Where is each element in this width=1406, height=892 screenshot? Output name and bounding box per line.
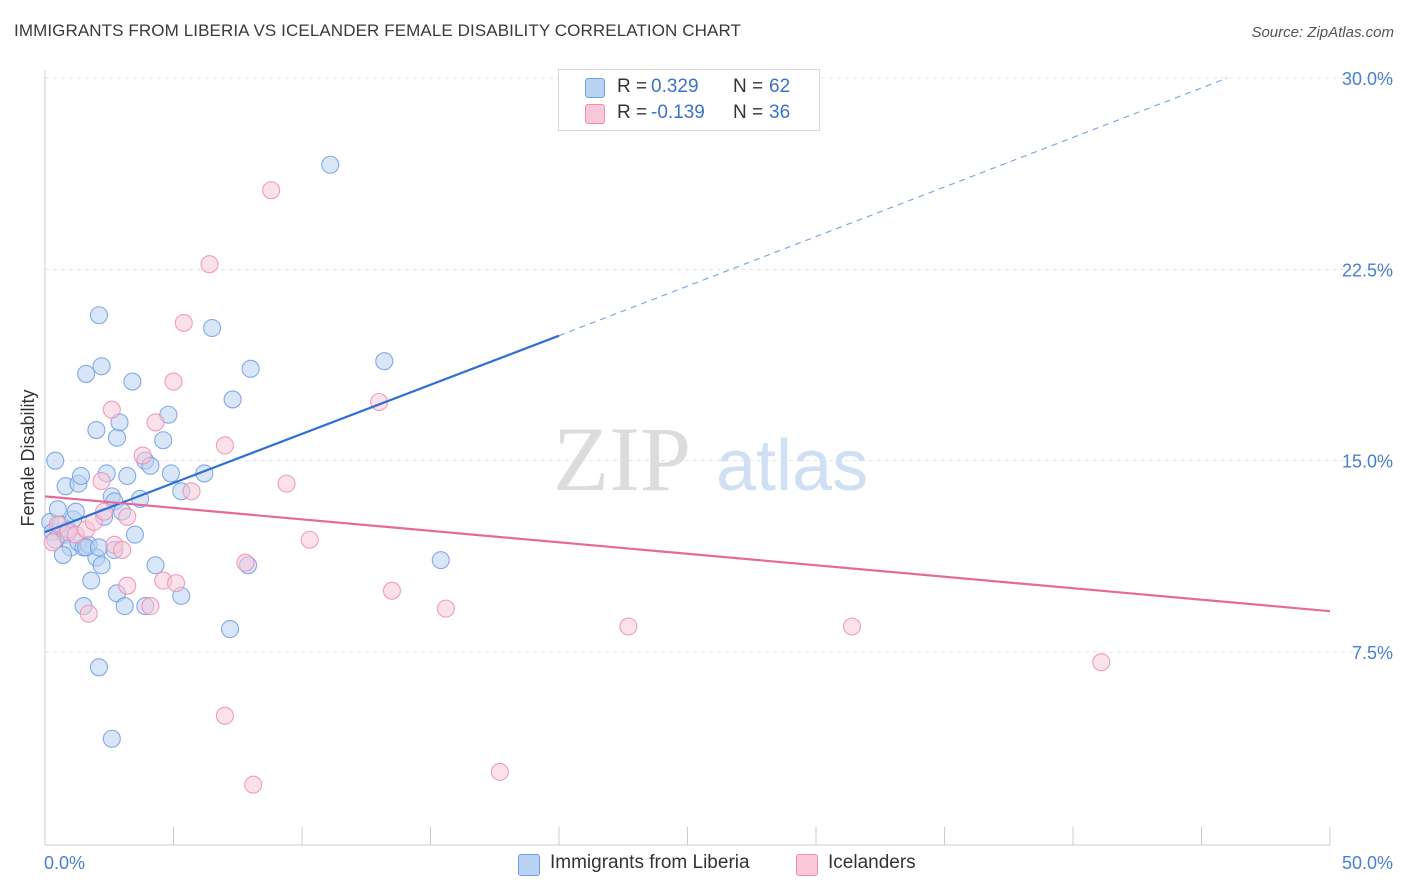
data-point bbox=[174, 313, 193, 332]
data-point bbox=[125, 525, 144, 544]
data-point bbox=[277, 474, 296, 493]
x-tick-label-max: 50.0% bbox=[1342, 853, 1393, 873]
data-point bbox=[43, 533, 62, 552]
watermark: ZIP atlas bbox=[553, 408, 868, 510]
data-point bbox=[236, 553, 255, 572]
data-point bbox=[382, 581, 402, 600]
bottom-legend-label-icelanders: Icelanders bbox=[828, 852, 916, 873]
data-point bbox=[241, 359, 260, 378]
legend-swatch-liberia bbox=[585, 78, 605, 98]
data-point bbox=[154, 431, 173, 450]
data-point bbox=[46, 451, 65, 470]
trend-line-liberia-extension bbox=[558, 77, 1228, 337]
legend-n-label: N = bbox=[733, 102, 764, 123]
data-point bbox=[92, 357, 111, 376]
data-point bbox=[89, 306, 109, 325]
x-tick-label-min: 0.0% bbox=[44, 853, 85, 873]
data-point bbox=[375, 352, 394, 371]
tick-labels: 7.5% 15.0% 22.5% 30.0% 0.0% 50.0% Female Disab… bbox=[18, 69, 1393, 873]
data-point bbox=[223, 390, 242, 409]
data-point bbox=[203, 318, 222, 338]
y-tick-label: 30.0% bbox=[1342, 69, 1393, 89]
chart-title: IMMIGRANTS FROM LIBERIA VS ICELANDER FEM… bbox=[14, 21, 742, 40]
gridlines bbox=[45, 77, 1392, 653]
data-point bbox=[167, 574, 186, 593]
data-point bbox=[220, 619, 240, 639]
axes bbox=[44, 70, 1331, 846]
data-point bbox=[244, 775, 263, 794]
watermark-zip: ZIP bbox=[553, 408, 691, 510]
data-point bbox=[82, 571, 101, 590]
data-point bbox=[89, 538, 109, 557]
data-point bbox=[115, 597, 134, 616]
legend-n-label: N = bbox=[733, 76, 764, 97]
legend-r-value: -0.139 bbox=[651, 102, 705, 123]
data-point bbox=[77, 364, 96, 383]
series-liberia-points bbox=[41, 155, 450, 748]
data-point bbox=[262, 181, 281, 200]
data-point bbox=[92, 472, 111, 491]
trend-line-icelanders bbox=[44, 495, 1331, 613]
y-axis-title: Female Disability bbox=[18, 389, 38, 526]
source-label: Source: ZipAtlas.com bbox=[1251, 24, 1394, 41]
legend-r-label: R = bbox=[617, 102, 648, 123]
legend-swatch-icelanders bbox=[585, 104, 605, 124]
trend-lines bbox=[44, 77, 1331, 613]
y-tick-label: 7.5% bbox=[1352, 643, 1393, 663]
legend-n-value: 36 bbox=[769, 102, 791, 123]
data-point bbox=[146, 556, 165, 575]
data-point bbox=[113, 540, 132, 560]
data-point bbox=[87, 421, 106, 440]
data-point bbox=[118, 466, 137, 486]
data-point bbox=[133, 446, 152, 465]
data-point bbox=[79, 604, 98, 623]
data-point bbox=[102, 400, 121, 419]
data-point bbox=[619, 617, 638, 636]
y-tick-label: 22.5% bbox=[1342, 260, 1393, 280]
data-point bbox=[431, 551, 450, 570]
data-point bbox=[161, 464, 180, 483]
data-point bbox=[48, 500, 67, 519]
data-point bbox=[436, 599, 455, 618]
legend-n-value: 62 bbox=[769, 76, 791, 97]
correlation-legend: R = 0.329 N = 62 R = -0.139 N = 36 bbox=[558, 69, 820, 131]
data-point bbox=[1092, 653, 1111, 672]
data-point bbox=[842, 617, 862, 636]
data-point bbox=[71, 466, 91, 486]
data-point bbox=[490, 762, 509, 781]
data-point bbox=[321, 155, 340, 174]
data-point bbox=[102, 729, 121, 748]
data-point bbox=[141, 597, 160, 616]
trend-line-liberia bbox=[44, 334, 560, 534]
data-point bbox=[182, 482, 201, 501]
data-point bbox=[215, 706, 234, 725]
y-tick-label: 15.0% bbox=[1342, 452, 1393, 472]
bottom-legend-swatch-liberia bbox=[518, 854, 540, 876]
legend-r-value: 0.329 bbox=[651, 76, 699, 97]
data-point bbox=[300, 530, 319, 549]
data-point bbox=[118, 507, 137, 526]
data-point bbox=[89, 658, 109, 677]
data-point bbox=[92, 556, 111, 575]
data-point bbox=[146, 413, 165, 432]
data-point bbox=[53, 546, 73, 565]
legend-r-label: R = bbox=[617, 76, 648, 97]
data-point bbox=[200, 255, 219, 274]
data-point bbox=[215, 436, 234, 455]
data-point bbox=[164, 372, 183, 391]
watermark-atlas: atlas bbox=[716, 426, 868, 506]
data-point bbox=[118, 576, 137, 595]
data-point bbox=[123, 372, 142, 391]
series-icelanders-points bbox=[43, 79, 1111, 794]
bottom-legend-label-liberia: Immigrants from Liberia bbox=[550, 852, 750, 873]
data-point bbox=[107, 428, 127, 447]
bottom-legend-swatch-icelanders bbox=[796, 854, 818, 876]
